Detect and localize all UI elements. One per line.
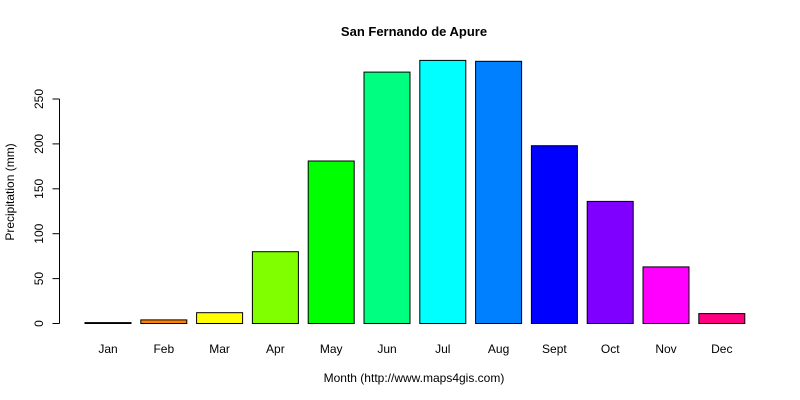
x-tick-label: Jun bbox=[377, 342, 396, 356]
bar-apr bbox=[251, 251, 299, 324]
bar-jun bbox=[363, 71, 411, 324]
x-tick-labels: Jan Feb Mar Apr May Jun Jul Aug Sept Oct Nov Dec bbox=[98, 342, 732, 356]
x-tick-label: Apr bbox=[266, 342, 285, 356]
x-tick-label: Jul bbox=[435, 342, 450, 356]
bar-sept bbox=[530, 145, 578, 324]
bars-group bbox=[84, 59, 746, 325]
bar-jan bbox=[84, 322, 132, 325]
bar-mar bbox=[196, 312, 244, 325]
x-tick-label: Nov bbox=[655, 342, 676, 356]
bar-feb bbox=[140, 319, 188, 324]
bar-nov bbox=[642, 266, 690, 324]
chart-title: San Fernando de Apure bbox=[341, 24, 487, 39]
y-tick-label: 200 bbox=[32, 134, 46, 154]
bar-may bbox=[307, 160, 355, 324]
x-tick-label: Dec bbox=[711, 342, 732, 356]
y-tick-label: 250 bbox=[32, 89, 46, 109]
x-tick-label: Oct bbox=[601, 342, 620, 356]
y-axis-label: Precipitation (mm) bbox=[3, 143, 17, 240]
x-tick-label: Feb bbox=[153, 342, 174, 356]
y-tick-label: 100 bbox=[32, 223, 46, 243]
x-tick-label: Aug bbox=[488, 342, 509, 356]
bar-jul bbox=[419, 59, 467, 325]
x-tick-label: May bbox=[320, 342, 343, 356]
x-tick-label: Mar bbox=[209, 342, 230, 356]
y-tick-label: 50 bbox=[32, 272, 46, 286]
y-tick-label: 0 bbox=[32, 320, 46, 327]
bar-aug bbox=[475, 60, 523, 325]
y-tick-label: 150 bbox=[32, 178, 46, 198]
x-tick-label: Sept bbox=[542, 342, 567, 356]
bar-oct bbox=[586, 200, 634, 324]
x-axis-label: Month (http://www.maps4gis.com) bbox=[324, 371, 505, 385]
bar-dec bbox=[698, 313, 746, 325]
y-axis: 0 50 100 150 200 250 bbox=[32, 89, 60, 327]
x-tick-label: Jan bbox=[98, 342, 117, 356]
